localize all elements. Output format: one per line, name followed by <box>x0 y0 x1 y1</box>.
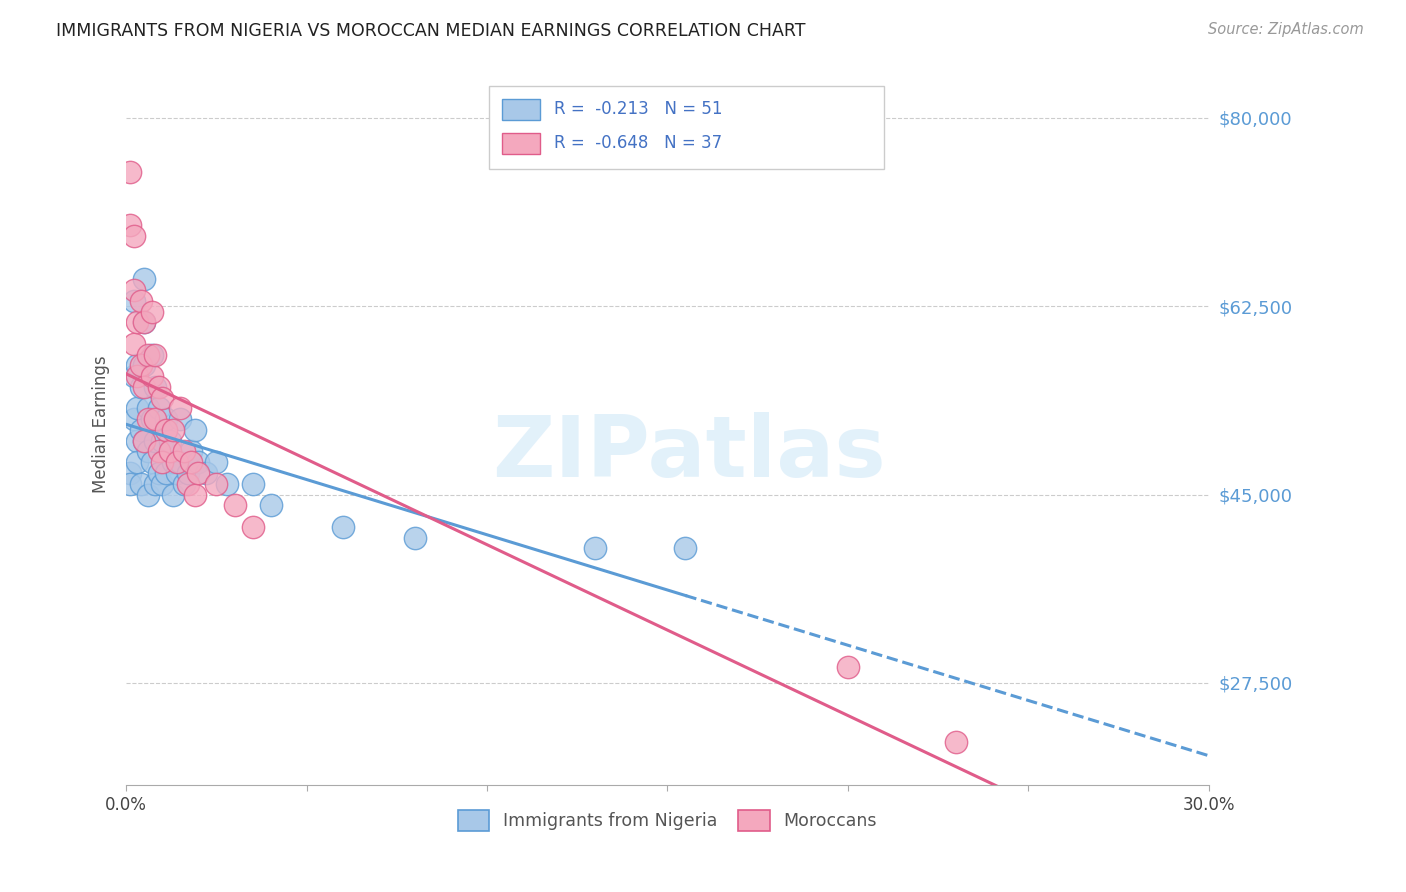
Point <box>143 412 166 426</box>
Point <box>143 380 166 394</box>
Point <box>150 476 173 491</box>
Point <box>122 369 145 384</box>
Point <box>166 455 188 469</box>
Point <box>127 315 149 329</box>
Point <box>176 466 198 480</box>
Point <box>134 315 156 329</box>
FancyBboxPatch shape <box>489 86 884 169</box>
Point <box>159 444 181 458</box>
Point <box>134 359 156 373</box>
Point <box>134 272 156 286</box>
Point <box>148 401 170 416</box>
Point <box>122 337 145 351</box>
Text: IMMIGRANTS FROM NIGERIA VS MOROCCAN MEDIAN EARNINGS CORRELATION CHART: IMMIGRANTS FROM NIGERIA VS MOROCCAN MEDI… <box>56 22 806 40</box>
Point <box>159 434 181 448</box>
Point <box>162 455 184 469</box>
Point <box>187 455 209 469</box>
Point <box>184 487 207 501</box>
Point <box>173 476 195 491</box>
Point <box>169 455 191 469</box>
Point <box>136 412 159 426</box>
Point <box>155 423 177 437</box>
Point <box>118 476 141 491</box>
Point <box>148 444 170 458</box>
Point <box>141 348 163 362</box>
Point <box>837 659 859 673</box>
Point <box>155 466 177 480</box>
Point <box>259 498 281 512</box>
Point <box>404 531 426 545</box>
Point <box>242 476 264 491</box>
Point <box>136 348 159 362</box>
Y-axis label: Median Earnings: Median Earnings <box>93 356 110 493</box>
Point <box>122 229 145 244</box>
Point <box>136 444 159 458</box>
Point <box>141 412 163 426</box>
Point <box>675 541 697 556</box>
Point <box>143 434 166 448</box>
Point <box>148 380 170 394</box>
Point <box>118 466 141 480</box>
Point <box>118 164 141 178</box>
Legend: Immigrants from Nigeria, Moroccans: Immigrants from Nigeria, Moroccans <box>458 811 877 830</box>
Point <box>127 434 149 448</box>
Point <box>173 444 195 458</box>
Point <box>134 434 156 448</box>
Point <box>127 455 149 469</box>
Point <box>127 359 149 373</box>
Bar <box>502 133 540 154</box>
Point <box>155 412 177 426</box>
Point <box>150 391 173 405</box>
Point <box>148 466 170 480</box>
Point <box>176 476 198 491</box>
Point <box>150 434 173 448</box>
Point <box>194 466 217 480</box>
Point <box>134 434 156 448</box>
Point <box>127 401 149 416</box>
Point <box>136 487 159 501</box>
Text: R =  -0.213   N = 51: R = -0.213 N = 51 <box>554 100 723 118</box>
Point <box>143 348 166 362</box>
Point <box>205 455 228 469</box>
Point <box>162 487 184 501</box>
Point <box>150 455 173 469</box>
Point <box>180 455 202 469</box>
Point <box>129 293 152 308</box>
Point <box>134 380 156 394</box>
Bar <box>502 99 540 120</box>
Point <box>184 423 207 437</box>
Point <box>143 476 166 491</box>
Point <box>242 520 264 534</box>
Point <box>224 498 246 512</box>
Point <box>332 520 354 534</box>
Text: Source: ZipAtlas.com: Source: ZipAtlas.com <box>1208 22 1364 37</box>
Point <box>118 219 141 233</box>
Point <box>945 735 967 749</box>
Point <box>583 541 606 556</box>
Point <box>141 304 163 318</box>
Point <box>122 293 145 308</box>
Point <box>129 359 152 373</box>
Point <box>187 466 209 480</box>
Point <box>122 412 145 426</box>
Text: R =  -0.648   N = 37: R = -0.648 N = 37 <box>554 135 721 153</box>
Point <box>169 401 191 416</box>
Text: ZIPatlas: ZIPatlas <box>492 412 886 495</box>
Point <box>129 380 152 394</box>
Point <box>166 466 188 480</box>
Point <box>162 423 184 437</box>
Point <box>129 423 152 437</box>
Point <box>122 283 145 297</box>
Point <box>127 369 149 384</box>
Point <box>169 412 191 426</box>
Point <box>217 476 239 491</box>
Point <box>134 315 156 329</box>
Point <box>141 455 163 469</box>
Point <box>129 476 152 491</box>
Point <box>136 401 159 416</box>
Point <box>141 369 163 384</box>
Point <box>205 476 228 491</box>
Point <box>180 444 202 458</box>
